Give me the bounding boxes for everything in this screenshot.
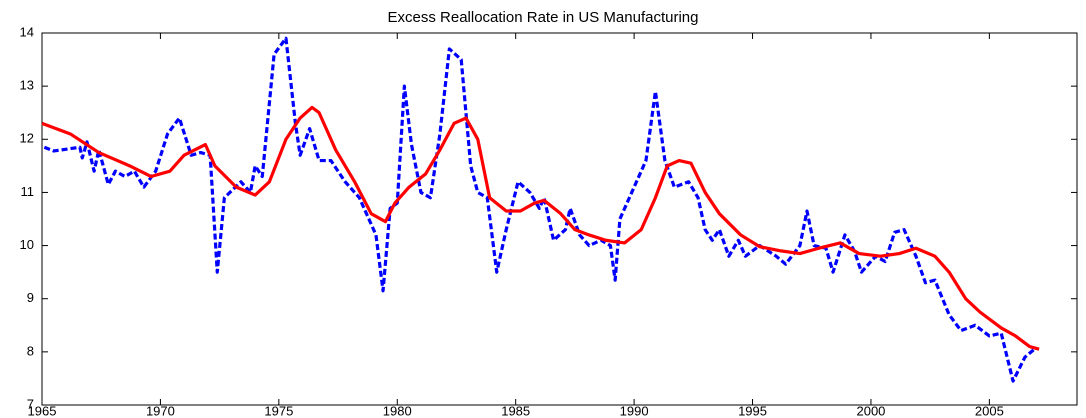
line-series <box>43 36 1036 383</box>
line-series <box>41 105 1040 351</box>
x-tick-label: 1965 <box>28 403 57 418</box>
y-tick-label: 8 <box>27 343 34 358</box>
x-tick-label: 1970 <box>146 403 175 418</box>
plot-frame <box>41 32 1078 406</box>
chart-title: Excess Reallocation Rate in US Manufactu… <box>388 9 699 26</box>
y-tick-label: 12 <box>20 131 34 146</box>
x-tick-label: 2005 <box>975 403 1004 418</box>
x-tick-label: 1990 <box>620 403 649 418</box>
y-tick-label: 9 <box>27 290 34 305</box>
x-tick-label: 1980 <box>383 403 412 418</box>
y-tick-label: 7 <box>27 396 34 411</box>
x-tick-label: 1985 <box>501 403 530 418</box>
x-tick-label: 2000 <box>856 403 885 418</box>
y-tick-label: 10 <box>20 237 34 252</box>
y-tick-label: 14 <box>20 24 34 39</box>
x-tick-label: 1975 <box>264 403 293 418</box>
y-tick-label: 13 <box>20 78 34 93</box>
x-tick-label: 1995 <box>738 403 767 418</box>
y-tick-label: 11 <box>21 184 35 199</box>
